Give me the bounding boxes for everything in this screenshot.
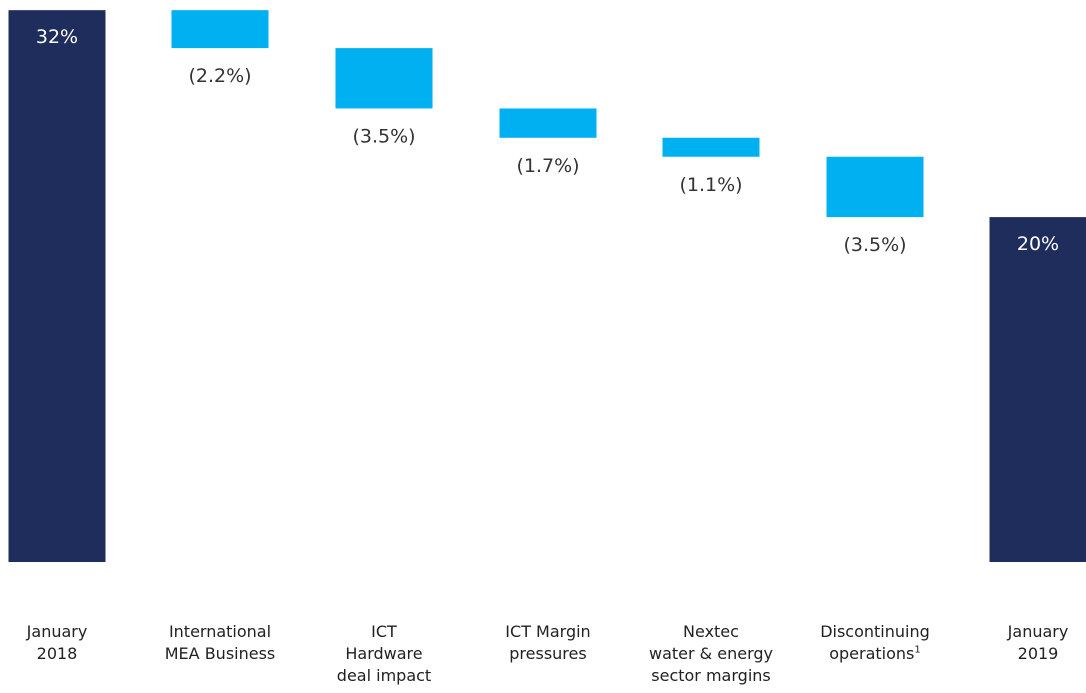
category-text: International MEA Business (164, 622, 276, 663)
bar-6 (989, 217, 1086, 563)
bar-1 (171, 10, 269, 49)
category-label-1: International MEA Business (145, 621, 295, 665)
category-label-2: ICT Hardware deal impact (309, 621, 459, 687)
data-label-4: (1.1%) (679, 174, 742, 196)
bar-3 (499, 108, 597, 138)
bar-0 (8, 10, 106, 562)
category-label-4: Nextec water & energy sector margins (636, 621, 786, 687)
bar-2 (335, 48, 433, 109)
data-label-2: (3.5%) (352, 125, 415, 147)
data-label-5: (3.5%) (843, 234, 906, 256)
category-label-5: Discontinuing operations1 (800, 621, 950, 665)
category-text: ICT Margin pressures (505, 622, 591, 663)
category-label-3: ICT Margin pressures (473, 621, 623, 665)
category-label-0: January 2018 (0, 621, 132, 665)
category-text: Nextec water & energy sector margins (649, 622, 773, 685)
category-label-6: January 2019 (963, 621, 1086, 665)
category-text: January 2019 (1007, 622, 1069, 663)
footnote-mark: 1 (914, 644, 921, 656)
data-label-6: 20% (1017, 233, 1059, 255)
category-text: January 2018 (26, 622, 88, 663)
data-label-3: (1.7%) (516, 155, 579, 177)
data-label-0: 32% (36, 26, 78, 48)
data-label-1: (2.2%) (188, 65, 251, 87)
bar-5 (826, 156, 924, 218)
category-text: Discontinuing operations (820, 622, 930, 663)
category-text: ICT Hardware deal impact (336, 622, 432, 685)
bar-4 (662, 137, 760, 157)
